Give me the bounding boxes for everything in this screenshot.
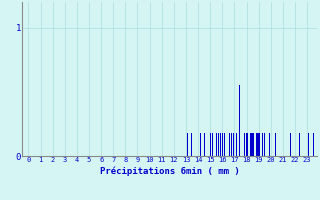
Bar [308,133,309,156]
Bar [222,133,223,156]
Bar [212,133,213,156]
Bar [275,133,276,156]
Bar [229,133,230,156]
Bar [267,133,268,156]
Bar [252,133,253,156]
Bar [204,133,205,156]
Bar [218,133,219,156]
Bar [253,133,254,156]
Bar [262,133,263,156]
Bar [256,133,257,156]
Bar [247,133,248,156]
Bar [257,133,258,156]
X-axis label: Précipitations 6min ( mm ): Précipitations 6min ( mm ) [100,166,239,176]
Bar [264,133,265,156]
Bar [233,133,234,156]
Bar [269,133,270,156]
Bar [239,85,240,156]
Bar [236,133,237,156]
Bar [258,133,259,156]
Bar [313,133,314,156]
Bar [246,133,247,156]
Bar [251,133,252,156]
Bar [241,133,242,156]
Bar [220,133,221,156]
Bar [200,133,201,156]
Bar [191,133,192,156]
Bar [224,133,225,156]
Bar [187,133,188,156]
Bar [250,133,251,156]
Bar [290,133,291,156]
Bar [244,133,245,156]
Bar [235,133,236,156]
Bar [231,133,232,156]
